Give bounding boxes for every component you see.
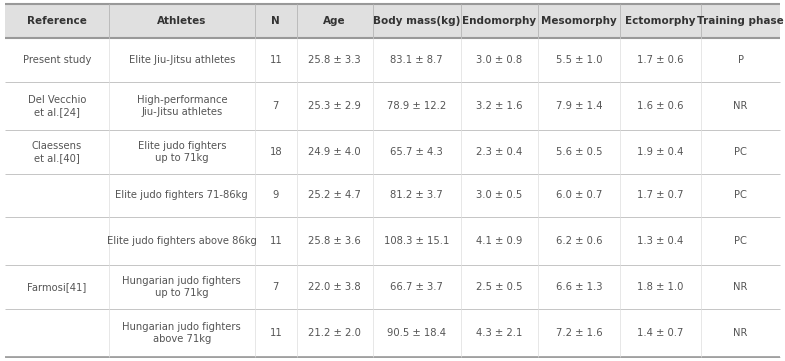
Text: 1.9 ± 0.4: 1.9 ± 0.4 [637, 147, 684, 157]
Text: 7: 7 [272, 282, 279, 292]
Text: PC: PC [734, 190, 747, 200]
Text: 6.2 ± 0.6: 6.2 ± 0.6 [556, 236, 602, 246]
Text: 25.8 ± 3.6: 25.8 ± 3.6 [309, 236, 361, 246]
Text: 9: 9 [272, 190, 279, 200]
Text: Elite judo fighters
up to 71kg: Elite judo fighters up to 71kg [137, 141, 226, 163]
Bar [5, 4, 780, 38]
Text: 3.0 ± 0.8: 3.0 ± 0.8 [476, 55, 523, 65]
Text: Hungarian judo fighters
above 71kg: Hungarian judo fighters above 71kg [122, 322, 241, 344]
Text: 25.3 ± 2.9: 25.3 ± 2.9 [309, 101, 361, 111]
Text: 3.2 ± 1.6: 3.2 ± 1.6 [476, 101, 523, 111]
Text: 11: 11 [269, 328, 283, 338]
Text: Claessens
et al.[40]: Claessens et al.[40] [31, 141, 82, 163]
Text: 21.2 ± 2.0: 21.2 ± 2.0 [309, 328, 361, 338]
Text: P: P [738, 55, 743, 65]
Text: 11: 11 [269, 55, 283, 65]
Text: 22.0 ± 3.8: 22.0 ± 3.8 [309, 282, 361, 292]
Text: Athletes: Athletes [157, 16, 206, 26]
Text: NR: NR [733, 328, 748, 338]
Text: 25.8 ± 3.3: 25.8 ± 3.3 [309, 55, 361, 65]
Text: 65.7 ± 4.3: 65.7 ± 4.3 [390, 147, 443, 157]
Text: 2.5 ± 0.5: 2.5 ± 0.5 [476, 282, 523, 292]
Text: 83.1 ± 8.7: 83.1 ± 8.7 [390, 55, 443, 65]
Text: 7.2 ± 1.6: 7.2 ± 1.6 [556, 328, 602, 338]
Text: 81.2 ± 3.7: 81.2 ± 3.7 [390, 190, 443, 200]
Text: 24.9 ± 4.0: 24.9 ± 4.0 [309, 147, 361, 157]
Text: 66.7 ± 3.7: 66.7 ± 3.7 [390, 282, 443, 292]
Text: Body mass(kg): Body mass(kg) [373, 16, 460, 26]
Text: 11: 11 [269, 236, 283, 246]
Text: 25.2 ± 4.7: 25.2 ± 4.7 [309, 190, 361, 200]
Text: 1.8 ± 1.0: 1.8 ± 1.0 [637, 282, 684, 292]
Text: 1.7 ± 0.7: 1.7 ± 0.7 [637, 190, 684, 200]
Text: NR: NR [733, 101, 748, 111]
Text: NR: NR [733, 282, 748, 292]
Text: PC: PC [734, 147, 747, 157]
Text: Age: Age [323, 16, 346, 26]
Text: 78.9 ± 12.2: 78.9 ± 12.2 [387, 101, 446, 111]
Text: Del Vecchio
et al.[24]: Del Vecchio et al.[24] [27, 95, 86, 117]
Text: Elite judo fighters above 86kg: Elite judo fighters above 86kg [107, 236, 257, 246]
Text: 1.6 ± 0.6: 1.6 ± 0.6 [637, 101, 684, 111]
Text: N: N [272, 16, 280, 26]
Text: 108.3 ± 15.1: 108.3 ± 15.1 [384, 236, 449, 246]
Text: 1.7 ± 0.6: 1.7 ± 0.6 [637, 55, 684, 65]
Text: Reference: Reference [27, 16, 87, 26]
Text: 3.0 ± 0.5: 3.0 ± 0.5 [476, 190, 523, 200]
Text: Hungarian judo fighters
up to 71kg: Hungarian judo fighters up to 71kg [122, 276, 241, 298]
Text: 5.5 ± 1.0: 5.5 ± 1.0 [556, 55, 602, 65]
Text: Farmosi[41]: Farmosi[41] [27, 282, 86, 292]
Text: 7.9 ± 1.4: 7.9 ± 1.4 [556, 101, 602, 111]
Text: Mesomorphy: Mesomorphy [541, 16, 617, 26]
Text: Ectomorphy: Ectomorphy [626, 16, 696, 26]
Text: 4.3 ± 2.1: 4.3 ± 2.1 [476, 328, 523, 338]
Text: Elite Jiu-Jitsu athletes: Elite Jiu-Jitsu athletes [129, 55, 235, 65]
Text: 5.6 ± 0.5: 5.6 ± 0.5 [556, 147, 602, 157]
Text: 1.4 ± 0.7: 1.4 ± 0.7 [637, 328, 684, 338]
Text: PC: PC [734, 236, 747, 246]
Text: High-performance
Jiu-Jitsu athletes: High-performance Jiu-Jitsu athletes [137, 95, 227, 117]
Text: Endomorphy: Endomorphy [462, 16, 536, 26]
Text: 6.6 ± 1.3: 6.6 ± 1.3 [556, 282, 602, 292]
Text: 7: 7 [272, 101, 279, 111]
Text: Training phase: Training phase [697, 16, 784, 26]
Text: 1.3 ± 0.4: 1.3 ± 0.4 [637, 236, 684, 246]
Text: 18: 18 [269, 147, 282, 157]
Bar [5, 38, 780, 357]
Text: 6.0 ± 0.7: 6.0 ± 0.7 [556, 190, 602, 200]
Text: 2.3 ± 0.4: 2.3 ± 0.4 [476, 147, 523, 157]
Text: 90.5 ± 18.4: 90.5 ± 18.4 [387, 328, 446, 338]
Text: Present study: Present study [23, 55, 91, 65]
Text: Elite judo fighters 71-86kg: Elite judo fighters 71-86kg [115, 190, 248, 200]
Text: 4.1 ± 0.9: 4.1 ± 0.9 [476, 236, 523, 246]
